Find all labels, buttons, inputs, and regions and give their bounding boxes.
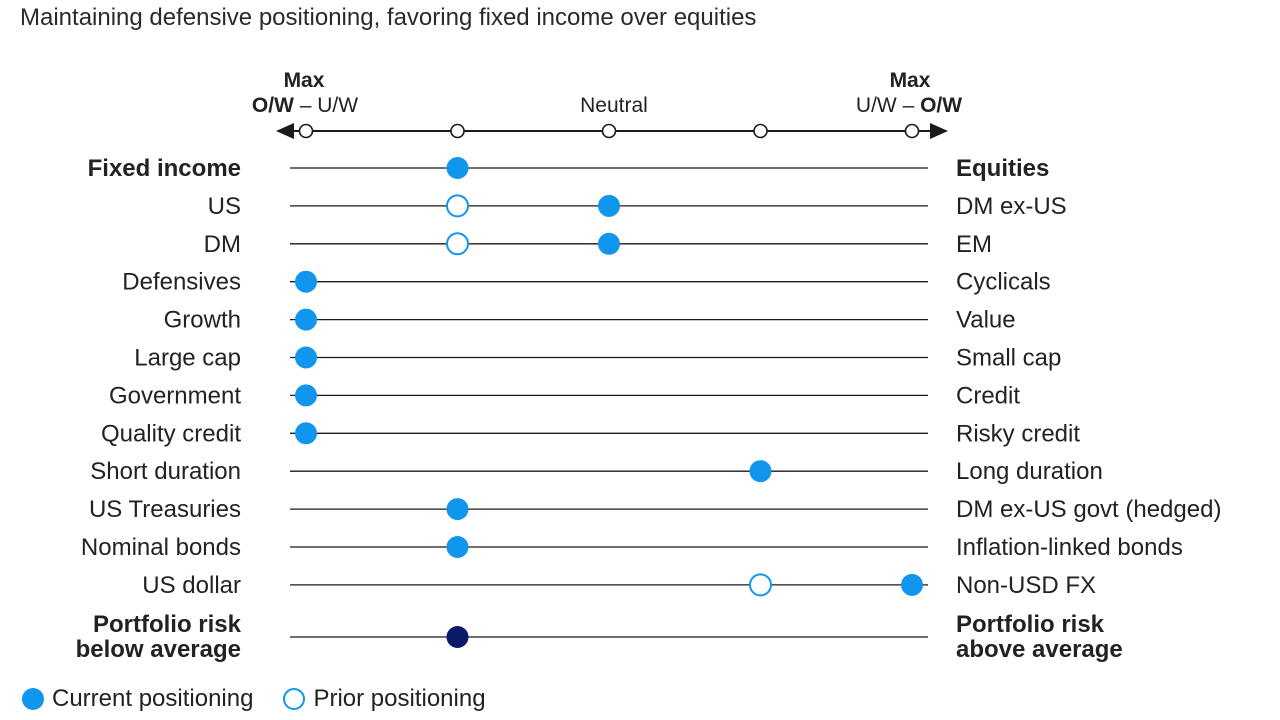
scale-tick-1 bbox=[450, 123, 465, 139]
prior-marker-1 bbox=[446, 194, 469, 218]
scale-tick-2 bbox=[601, 123, 617, 139]
row-right-label-12-b: above average bbox=[956, 636, 1123, 663]
row-right-label-5: Small cap bbox=[956, 345, 1061, 372]
row-left-label-9: US Treasuries bbox=[89, 496, 241, 523]
current-marker-6 bbox=[295, 384, 317, 407]
left-scale-label: O/W – U/W bbox=[252, 94, 358, 117]
row-left-label-2: DM bbox=[204, 231, 241, 258]
row-right-label-11: Non-USD FX bbox=[956, 572, 1096, 599]
left-max-label: Max bbox=[284, 69, 325, 92]
row-right-label-12-a: Portfolio risk bbox=[956, 611, 1105, 638]
right-scale-label: U/W – O/W bbox=[856, 94, 962, 117]
prior-marker-11 bbox=[749, 573, 772, 597]
current-marker-9 bbox=[446, 498, 469, 521]
current-marker-0 bbox=[446, 157, 469, 179]
prior-positioning-marker-icon bbox=[283, 688, 306, 710]
right-max-label: Max bbox=[890, 69, 931, 92]
row-left-label-4: Growth bbox=[164, 307, 241, 334]
current-marker-11 bbox=[901, 573, 923, 596]
row-right-label-6: Credit bbox=[956, 382, 1020, 409]
legend-current: Current positioning bbox=[22, 685, 253, 713]
row-left-label-5: Large cap bbox=[134, 345, 241, 372]
row-left-label-11: US dollar bbox=[142, 572, 241, 599]
row-right-label-3: Cyclicals bbox=[956, 269, 1051, 296]
row-right-label-8: Long duration bbox=[956, 458, 1103, 485]
row-left-label-10: Nominal bonds bbox=[81, 534, 241, 561]
legend: Current positioning Prior positioning bbox=[22, 683, 516, 715]
current-marker-3 bbox=[295, 270, 317, 293]
row-right-label-2: EM bbox=[956, 231, 992, 258]
row-right-label-9: DM ex-US govt (hedged) bbox=[956, 496, 1221, 523]
current-marker-10 bbox=[446, 536, 469, 558]
row-right-label-4: Value bbox=[956, 307, 1016, 334]
row-left-label-0: Fixed income bbox=[88, 155, 241, 182]
current-marker-8 bbox=[749, 460, 772, 483]
current-marker-4 bbox=[295, 308, 317, 331]
current-marker-1 bbox=[598, 194, 620, 217]
neutral-label: Neutral bbox=[580, 94, 648, 117]
row-right-label-1: DM ex-US bbox=[956, 193, 1067, 220]
current-marker-7 bbox=[295, 422, 317, 445]
current-marker-12 bbox=[446, 626, 469, 648]
scale-tick-4 bbox=[904, 123, 920, 139]
scale-tick-0 bbox=[298, 123, 314, 139]
legend-current-label: Current positioning bbox=[52, 685, 254, 712]
row-right-label-10: Inflation-linked bonds bbox=[956, 534, 1183, 561]
legend-prior: Prior positioning bbox=[283, 685, 486, 713]
left-arrow-icon bbox=[276, 123, 294, 139]
scale-tick-3 bbox=[753, 123, 768, 139]
row-left-label-3: Defensives bbox=[122, 269, 241, 296]
row-left-label-8: Short duration bbox=[90, 458, 241, 485]
row-left-label-12-a: Portfolio risk bbox=[93, 611, 242, 638]
current-marker-5 bbox=[295, 346, 317, 369]
right-arrow-icon bbox=[930, 123, 948, 139]
current-marker-2 bbox=[598, 232, 620, 255]
prior-marker-2 bbox=[446, 232, 469, 256]
row-left-label-12-b: below average bbox=[76, 636, 241, 663]
chart-title: Maintaining defensive positioning, favor… bbox=[20, 4, 757, 31]
legend-prior-label: Prior positioning bbox=[313, 685, 486, 712]
row-left-label-7: Quality credit bbox=[101, 420, 241, 447]
row-left-label-1: US bbox=[208, 193, 241, 220]
row-right-label-0: Equities bbox=[956, 155, 1049, 182]
current-positioning-marker-icon bbox=[22, 688, 44, 710]
row-left-label-6: Government bbox=[109, 382, 241, 409]
row-right-label-7: Risky credit bbox=[956, 420, 1080, 447]
